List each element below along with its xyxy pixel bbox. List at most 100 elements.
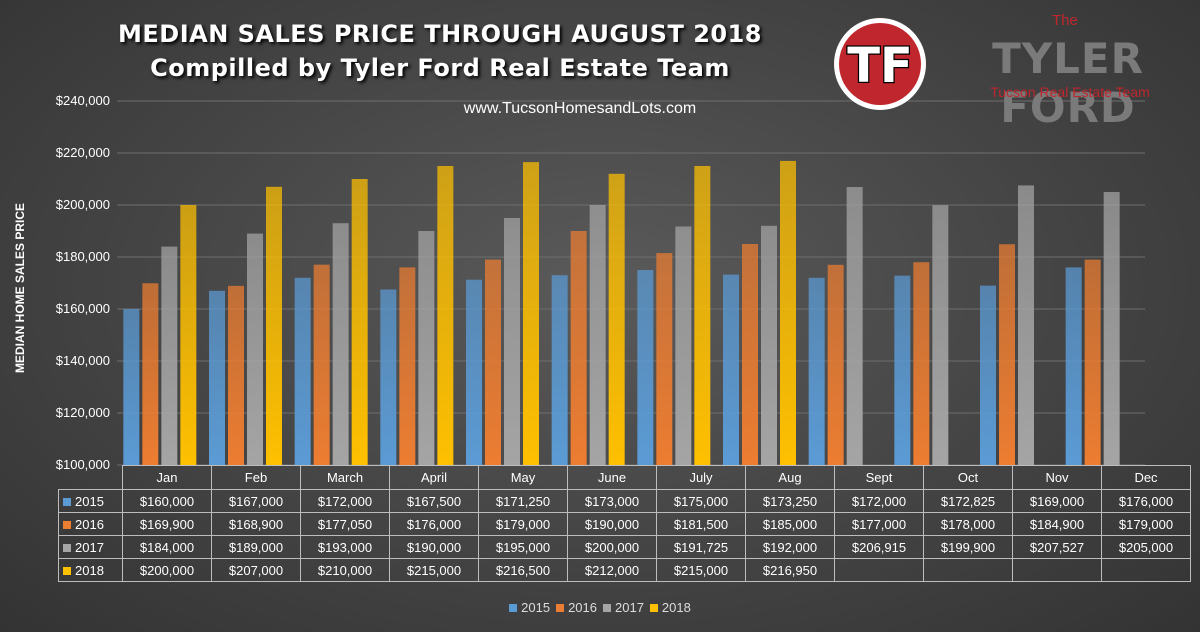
table-cell: $199,900: [923, 535, 1013, 559]
table-cell: $215,000: [656, 558, 746, 582]
bar-2017-feb: [247, 233, 263, 465]
y-tick-label: $140,000: [56, 353, 110, 368]
bar-2017-sept: [846, 187, 863, 465]
bar-2016-july: [656, 253, 673, 465]
x-tick-label: Feb: [211, 465, 301, 490]
bar-2018-may: [523, 162, 539, 465]
table-cell: $207,527: [1012, 535, 1102, 559]
bar-2016-feb: [228, 285, 244, 465]
table-cell: $207,000: [211, 558, 301, 582]
legend-label: 2016: [568, 600, 597, 615]
bar-2015-oct: [894, 275, 911, 465]
bar-2016-nov: [999, 244, 1015, 465]
table-cell: $172,000: [300, 489, 390, 513]
table-cell: [1101, 558, 1191, 582]
legend-swatch: [509, 604, 518, 612]
table-cell: $179,000: [478, 512, 568, 536]
table-cell: $181,500: [656, 512, 746, 536]
series-swatch: [63, 497, 71, 506]
table-cell: $169,900: [122, 512, 212, 536]
series-label: 2016: [75, 516, 104, 532]
table-cell: $212,000: [567, 558, 657, 582]
legend-item: 2016: [556, 600, 597, 615]
x-tick-label: Nov: [1012, 465, 1102, 490]
legend-item: 2017: [603, 600, 644, 615]
table-cell: $177,000: [834, 512, 924, 536]
bar-2017-oct: [932, 205, 949, 465]
table-cell: $215,000: [389, 558, 479, 582]
table-row-header: 2015: [58, 489, 123, 513]
chart-subtitle: Compilled by Tyler Ford Real Estate Team: [150, 54, 730, 82]
bar-2015-may: [466, 279, 482, 465]
table-cell: $173,000: [567, 489, 657, 513]
brand-the: The: [1052, 12, 1078, 29]
table-cell: [834, 558, 924, 582]
table-row: 2015 $160,000 $167,000 $172,000 $167,500 $171…: [58, 489, 1191, 513]
bar-2017-jan: [161, 246, 178, 465]
brand-name: TYLER FORD: [992, 34, 1144, 132]
y-axis-label: MEDIAN HOME SALES PRICE: [13, 202, 27, 374]
x-tick-label: April: [389, 465, 479, 490]
bar-2017-may: [504, 218, 520, 465]
legend: 2015 2016 2017 2018: [0, 600, 1200, 615]
bar-2015-nov: [980, 285, 996, 465]
legend-item: 2015: [509, 600, 550, 615]
bar-2018-march: [351, 179, 368, 465]
bar-2015-june: [551, 275, 568, 465]
table-cell: $195,000: [478, 535, 568, 559]
bar-2016-june: [570, 231, 587, 465]
table-cell: [923, 558, 1013, 582]
bar-2016-oct: [913, 262, 930, 465]
legend-swatch: [556, 604, 565, 612]
table-cell: $168,900: [211, 512, 301, 536]
table-row: 2018 $200,000 $207,000 $210,000 $215,000 $216…: [58, 558, 1191, 582]
x-tick-label: May: [478, 465, 568, 490]
bar-2016-dec: [1084, 259, 1101, 465]
x-tick-label: Jan: [122, 465, 212, 490]
table-cell: $210,000: [300, 558, 390, 582]
table-cell: $172,000: [834, 489, 924, 513]
table-cell: $175,000: [656, 489, 746, 513]
table-header-row: Jan Feb March April May June July Aug Sept Oct Nov…: [58, 465, 1191, 490]
table-row: 2017 $184,000 $189,000 $193,000 $190,000 $195…: [58, 535, 1191, 559]
table-cell: $200,000: [567, 535, 657, 559]
x-tick-label: Dec: [1101, 465, 1191, 490]
x-tick-label: Sept: [834, 465, 924, 490]
bar-2018-april: [437, 166, 454, 465]
website-url[interactable]: www.TucsonHomesandLots.com: [463, 100, 697, 117]
table-corner: [58, 465, 123, 490]
legend-label: 2018: [661, 600, 691, 615]
table-cell: $169,000: [1012, 489, 1102, 513]
bar-2016-may: [485, 259, 501, 465]
bar-2015-dec: [1065, 267, 1082, 465]
table-row-header: 2018: [58, 558, 123, 582]
bar-2015-sept: [808, 277, 825, 465]
table-cell: $190,000: [567, 512, 657, 536]
bar-2016-april: [399, 267, 416, 465]
bar-2017-dec: [1103, 192, 1120, 465]
table-cell: $171,250: [478, 489, 568, 513]
table-row-header: 2017: [58, 535, 123, 559]
bar-2018-june: [608, 173, 625, 466]
y-tick-label: $220,000: [56, 145, 110, 160]
bar-2016-march: [313, 264, 330, 465]
bar-2017-july: [675, 226, 692, 465]
table-cell: $160,000: [122, 489, 212, 513]
y-tick-label: $200,000: [56, 197, 110, 212]
table-cell: $167,000: [211, 489, 301, 513]
table-cell: $192,000: [745, 535, 835, 559]
y-tick-label: $160,000: [56, 301, 110, 316]
series-swatch: [63, 566, 71, 575]
bar-2018-aug: [780, 160, 796, 465]
table-cell: $172,825: [923, 489, 1013, 513]
legend-label: 2017: [615, 600, 644, 615]
bar-2018-july: [694, 166, 711, 465]
table-row: 2016 $169,900 $168,900 $177,050 $176,000 $179…: [58, 512, 1191, 536]
table-cell: $185,000: [745, 512, 835, 536]
table-cell: $200,000: [122, 558, 212, 582]
brand-subtitle: Tucson Real Estate Team: [990, 84, 1150, 100]
table-cell: $193,000: [300, 535, 390, 559]
y-tick-label: $240,000: [56, 93, 110, 108]
x-tick-label: March: [300, 465, 390, 490]
series-label: 2018: [75, 562, 104, 578]
